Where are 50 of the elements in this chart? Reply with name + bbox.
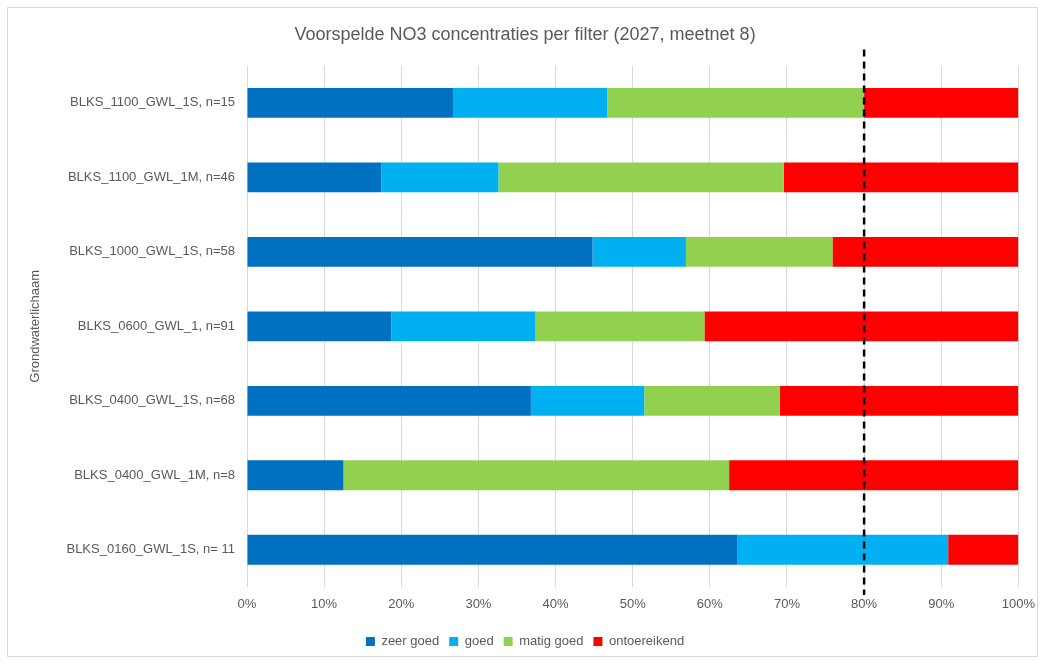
bar	[864, 87, 1019, 118]
y-tick-label: BLKS_1100_GWL_1S, n=15	[70, 94, 235, 110]
bar	[704, 311, 1019, 342]
bar	[498, 162, 784, 193]
legend-label: ontoereikend	[608, 633, 685, 649]
x-tick-label: 90%	[928, 596, 955, 612]
x-tick-label: 50%	[619, 596, 647, 612]
x-tick-label: 40%	[542, 596, 569, 612]
y-tick-label: BLKS_1100_GWL_1M, n=46	[67, 168, 235, 184]
bar	[381, 162, 499, 193]
y-tick-label: BLKS_0600_GWL_1, n=91	[77, 317, 235, 333]
bar	[247, 162, 382, 193]
bar	[592, 236, 686, 267]
bar	[247, 385, 531, 416]
x-tick-label: 70%	[773, 596, 801, 612]
bar	[247, 311, 392, 342]
bar	[783, 162, 1019, 193]
y-tick-label: BLKS_0400_GWL_1S, n=68	[69, 392, 235, 408]
bar	[343, 460, 730, 491]
y-axis-title: Grondwaterlichaam	[27, 269, 43, 383]
bar	[247, 460, 344, 491]
bar	[530, 385, 645, 416]
legend-label: matig goed	[519, 633, 584, 649]
x-tick-label: 80%	[851, 596, 878, 612]
y-tick-label: BLKS_0160_GWL_1S, n= 11	[66, 541, 235, 557]
bar	[607, 87, 865, 118]
bar	[247, 87, 453, 118]
x-tick-label: 20%	[388, 596, 415, 612]
bar	[535, 311, 705, 342]
y-tick-label: BLKS_1000_GWL_1S, n=58	[69, 243, 235, 259]
bar	[729, 460, 1019, 491]
bar	[391, 311, 536, 342]
bar	[832, 236, 1019, 267]
bar	[247, 534, 738, 565]
bar	[780, 385, 1019, 416]
x-tick-label: 0%	[237, 596, 257, 612]
bar	[948, 534, 1019, 565]
legend-label: goed	[464, 633, 494, 649]
bar	[685, 236, 833, 267]
y-tick-label: BLKS_0400_GWL_1M, n=8	[74, 466, 235, 482]
legend-label: zeer goed	[381, 633, 440, 649]
bar	[247, 236, 593, 267]
bar	[452, 87, 608, 118]
bar	[737, 534, 949, 565]
chart-title: Voorspelde NO3 concentraties per filter (2027, meetnet 8)	[294, 23, 756, 44]
x-tick-label: 10%	[311, 596, 338, 612]
bar	[644, 385, 781, 416]
x-tick-label: 100%	[1001, 596, 1036, 612]
x-tick-label: 60%	[696, 596, 724, 612]
x-tick-label: 30%	[465, 596, 492, 612]
